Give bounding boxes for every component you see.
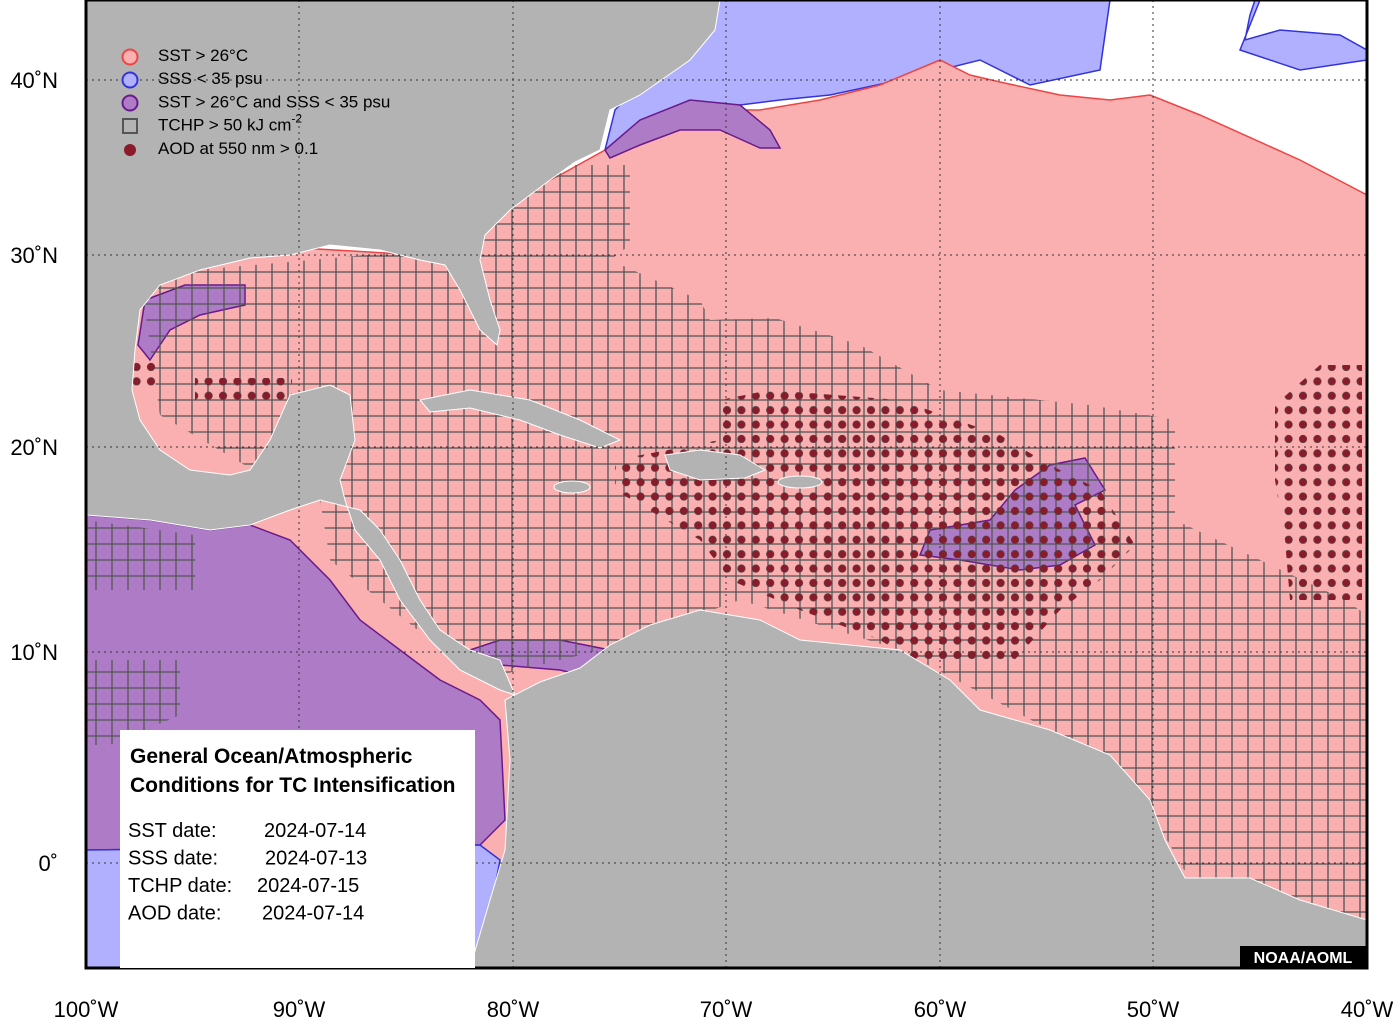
y-axis-label: 40˚N — [10, 68, 58, 93]
legend-label: SST > 26°C and SSS < 35 psu — [158, 93, 390, 112]
date-value: 2024-07-15 — [257, 875, 359, 897]
info-title: General Ocean/Atmospheric — [130, 745, 413, 768]
labels: 100˚W 90˚W 80˚W 70˚W 60˚W 50˚W 40˚W 40˚N 30˚N 20˚… — [10, 68, 1394, 1022]
x-axis-label: 50˚W — [1127, 997, 1180, 1020]
legend-label: SSS < 35 psu — [158, 70, 262, 89]
y-axis-label: 30˚N — [10, 243, 58, 268]
info-box — [120, 730, 475, 968]
date-value: 2024-07-13 — [265, 848, 367, 870]
legend-text: SST > 26°C and SSS < 35 psu — [158, 93, 390, 112]
legend-text: AOD at 550 nm > 0.1 — [158, 139, 318, 158]
date-label: TCHP date: — [128, 875, 232, 897]
legend-label: AOD at 550 nm > 0.1 — [158, 139, 318, 158]
credit: NOAA/AOML — [1254, 950, 1353, 967]
date-label: AOD date: — [128, 903, 221, 925]
legend-text: SSS < 35 psu — [158, 70, 262, 89]
x-axis-label: 70˚W — [700, 997, 753, 1020]
y-axis-label: 20˚N — [10, 435, 58, 460]
legend-label: TCHP > 50 kJ cm-2 — [158, 112, 302, 135]
x-axis-label: 90˚W — [273, 997, 326, 1020]
x-axis-label: 40˚W — [1341, 997, 1394, 1020]
x-axis-label: 80˚W — [487, 997, 540, 1020]
legend-superscript: -2 — [291, 112, 302, 126]
legend-label: SST > 26°C — [158, 46, 248, 65]
map-frame — [84, 0, 1369, 970]
date-value: 2024-07-14 — [262, 903, 364, 925]
credit-box — [1240, 946, 1366, 968]
y-axis-label: 0˚ — [38, 851, 58, 876]
x-axis-label: 60˚W — [914, 997, 967, 1020]
date-label: SST date: — [128, 820, 217, 842]
y-axis-label: 10˚N — [10, 640, 58, 665]
x-axis-label: 100˚W — [54, 997, 119, 1020]
legend-text: SST > 26°C — [158, 46, 248, 65]
info-title: Conditions for TC Intensification — [130, 774, 455, 797]
date-value: 2024-07-14 — [264, 820, 366, 842]
date-label: SSS date: — [128, 848, 218, 870]
legend-text: TCHP > 50 kJ cm — [158, 116, 291, 135]
legend: SST > 26°C SSS < 35 psu SST > 26°C and SSS… — [158, 46, 390, 158]
